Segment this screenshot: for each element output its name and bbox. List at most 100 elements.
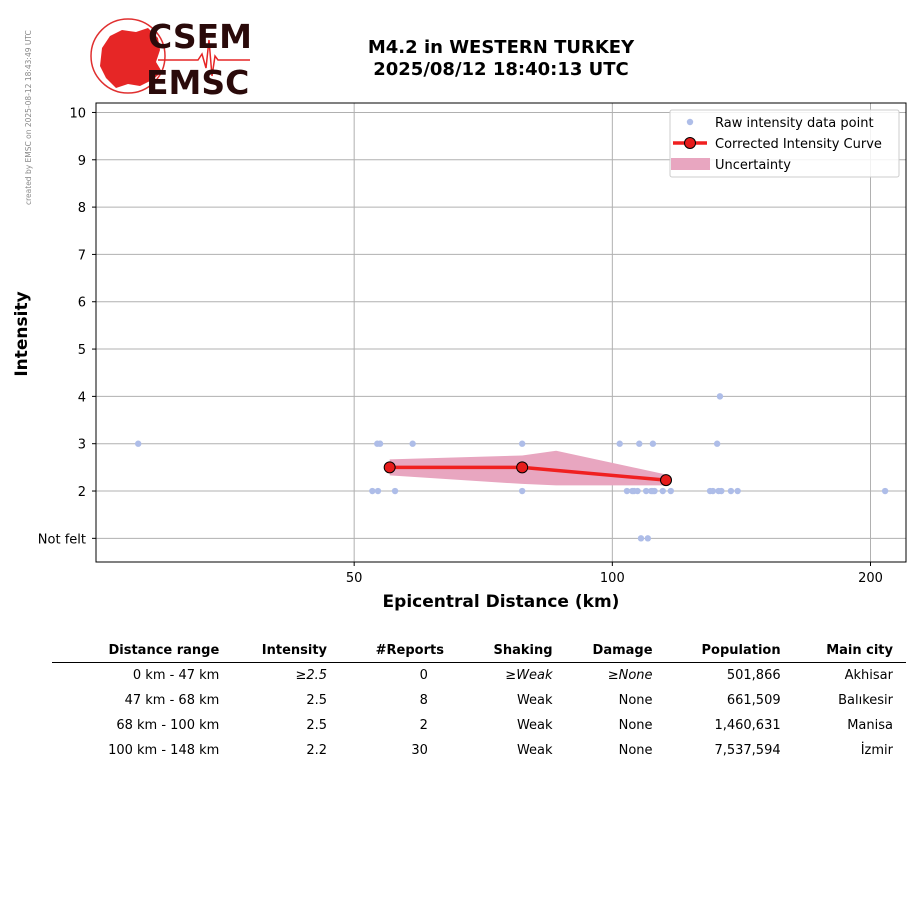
table-cell: Manisa <box>847 717 893 733</box>
raw-data-point <box>391 487 399 495</box>
table-cell: None <box>618 692 653 708</box>
curve-point-marker <box>516 461 529 474</box>
table-cell: ≥Weak <box>505 667 553 683</box>
y-tick-label: 6 <box>78 296 86 311</box>
table-cell: Akhisar <box>844 667 893 683</box>
csem-emsc-logo: CSEM EMSC <box>90 17 252 98</box>
legend-raw-label: Raw intensity data point <box>715 116 874 131</box>
legend-raw-marker <box>686 118 694 126</box>
table-cell: None <box>618 742 653 758</box>
y-tick-label: 10 <box>69 106 86 121</box>
table-row: 68 km - 100 km 2.5 2 Weak None 1,460,631… <box>52 713 906 738</box>
table-cell: İzmir <box>860 742 893 758</box>
column-header: Intensity <box>227 640 336 663</box>
table-cell: 2.5 <box>306 717 328 733</box>
table-cell: 100 km - 148 km <box>108 742 220 758</box>
y-tick-label: 9 <box>78 154 86 169</box>
table-cell: Balıkesir <box>838 692 893 708</box>
table-cell: ≥None <box>607 667 653 683</box>
raw-data-point <box>518 440 526 447</box>
raw-data-point <box>409 440 416 447</box>
x-tick-label: 100 <box>600 571 625 586</box>
raw-data-point <box>727 487 735 495</box>
table-cell: 47 km - 68 km <box>124 692 220 708</box>
raw-data-point <box>659 487 666 495</box>
raw-data-point <box>369 487 376 495</box>
table-cell: 2 <box>419 717 428 733</box>
logo-seismogram <box>158 39 250 77</box>
table-cell: 68 km - 100 km <box>116 717 220 733</box>
table-cell: Weak <box>516 742 553 758</box>
y-tick-label: 2 <box>78 485 86 500</box>
raw-data-point <box>713 440 721 447</box>
logo-map-shape <box>100 28 162 88</box>
raw-data-point <box>636 440 643 447</box>
y-tick-label: 5 <box>78 343 86 358</box>
table-cell: 2.2 <box>306 742 328 758</box>
column-header: Damage <box>560 640 661 663</box>
chart-legend: Raw intensity data point Corrected Inten… <box>669 109 900 178</box>
legend-curve-label: Corrected Intensity Curve <box>715 137 882 152</box>
raw-data-point <box>135 440 142 447</box>
grid-lines <box>96 103 906 562</box>
raw-data-point <box>649 440 657 447</box>
table-cell: 1,460,631 <box>714 717 781 733</box>
raw-data-point <box>709 487 717 495</box>
table-cell: 30 <box>411 742 428 758</box>
raw-data-point <box>637 535 645 542</box>
table-row: 0 km - 47 km ≥2.5 0 ≥Weak ≥None 501,866 … <box>52 663 906 689</box>
table-cell: 2.5 <box>306 692 328 708</box>
x-tick-label: 200 <box>858 571 883 586</box>
table-row: 100 km - 148 km 2.2 30 Weak None 7,537,5… <box>52 738 906 763</box>
table-cell: 0 <box>419 667 428 683</box>
title-datetime: 2025/08/12 18:40:13 UTC <box>373 59 629 80</box>
table-header-row: Distance range Intensity #Reports Shakin… <box>52 640 906 663</box>
raw-data-point <box>634 487 641 495</box>
raw-data-point <box>716 393 724 400</box>
curve-markers <box>383 461 673 487</box>
legend-uncertainty-label: Uncertainty <box>715 158 791 173</box>
table-row: 47 km - 68 km 2.5 8 Weak None 661,509 Ba… <box>52 688 906 713</box>
column-header: #Reports <box>335 640 462 663</box>
legend-box <box>669 109 900 178</box>
y-tick-label: 3 <box>78 438 86 453</box>
y-tick-label: 8 <box>78 201 86 216</box>
table-cell: 661,509 <box>726 692 781 708</box>
logo-text-bottom: EMSC <box>146 63 249 98</box>
title-event: M4.2 in WESTERN TURKEY <box>367 37 635 58</box>
intensity-distance-chart: Not felt 2 3 4 5 6 7 8 9 10 50 100 200 Epicentral Di… <box>12 102 907 612</box>
raw-data-point <box>881 487 889 495</box>
creation-note: created by EMSC on 2025-08-12 18:43:49 U… <box>24 30 33 205</box>
raw-data-point <box>651 487 658 495</box>
curve-point-marker <box>383 461 396 474</box>
raw-data-point <box>644 535 652 542</box>
table-cell: 0 km - 47 km <box>132 667 220 683</box>
column-header: Shaking <box>461 640 561 663</box>
intensity-summary-table: Distance range Intensity #Reports Shakin… <box>52 640 906 763</box>
creation-note-text: created by EMSC on 2025-08-12 18:43:49 U… <box>24 30 33 205</box>
column-header: Distance range <box>52 640 228 663</box>
page-title: M4.2 in WESTERN TURKEY 2025/08/12 18:40:… <box>300 37 702 81</box>
y-tick-label: 4 <box>78 390 86 405</box>
raw-points <box>135 393 889 542</box>
raw-data-point <box>642 487 650 495</box>
raw-data-point <box>667 487 675 495</box>
y-tick-label: Not felt <box>38 532 86 547</box>
legend-uncertainty-swatch <box>671 158 710 170</box>
raw-data-point <box>376 440 384 447</box>
raw-data-point <box>718 487 725 495</box>
table-cell: None <box>618 717 653 733</box>
raw-data-point <box>616 440 623 447</box>
legend-curve-marker <box>684 137 696 149</box>
table-cell: 501,866 <box>726 667 781 683</box>
table-cell: 8 <box>419 692 428 708</box>
column-header: Main city <box>788 640 906 663</box>
column-header: Population <box>660 640 789 663</box>
axis-ticks: Not felt 2 3 4 5 6 7 8 9 10 50 100 200 <box>38 106 883 586</box>
raw-data-point <box>734 487 741 495</box>
table-cell: 7,537,594 <box>714 742 781 758</box>
table-cell: Weak <box>516 692 553 708</box>
y-axis-label: Intensity <box>12 291 32 376</box>
x-tick-label: 50 <box>346 571 363 586</box>
y-tick-label: 7 <box>78 248 86 263</box>
